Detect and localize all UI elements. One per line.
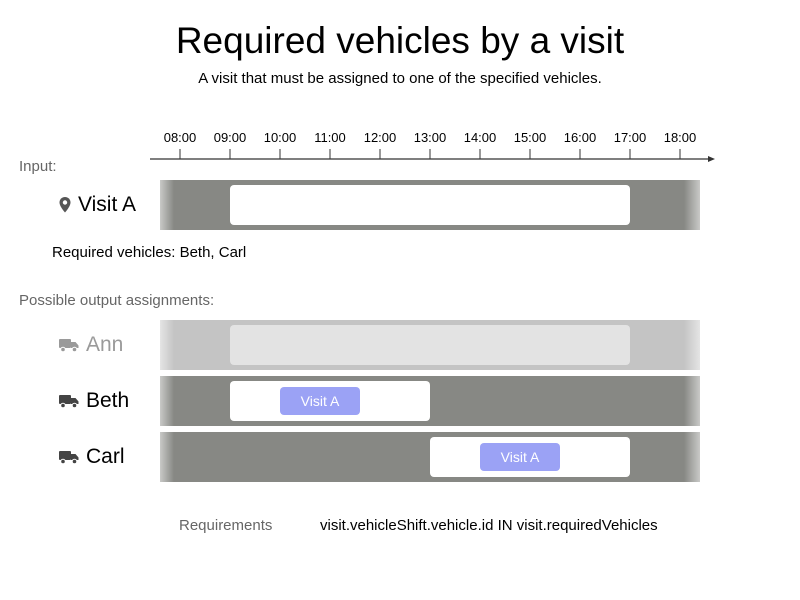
assigned-visit[interactable]: Visit A bbox=[280, 387, 360, 415]
vehicle-label-ann: Ann bbox=[58, 320, 123, 370]
tick-label: 14:00 bbox=[463, 130, 497, 145]
tick-label: 11:00 bbox=[314, 130, 346, 145]
timeline-axis bbox=[150, 149, 715, 162]
requirements-value: visit.vehicleShift.vehicle.id IN visit.r… bbox=[320, 517, 658, 534]
tick-label: 09:00 bbox=[213, 130, 247, 145]
truck-icon bbox=[59, 451, 79, 465]
vehicle-track-carl: Visit A bbox=[160, 432, 700, 482]
tick-label: 08:00 bbox=[163, 130, 197, 145]
map-pin-icon bbox=[59, 197, 71, 213]
vehicle-label-carl: Carl bbox=[58, 432, 125, 482]
truck-icon bbox=[59, 395, 79, 409]
visit-time-window bbox=[230, 185, 630, 225]
output-section-label: Possible output assignments: bbox=[19, 292, 215, 309]
assigned-visit[interactable]: Visit A bbox=[480, 443, 560, 471]
requirements-label: Requirements bbox=[179, 517, 273, 534]
tick-label: 13:00 bbox=[413, 130, 447, 145]
required-vehicles-text: Required vehicles: Beth, Carl bbox=[52, 244, 247, 261]
tick-label: 15:00 bbox=[513, 130, 547, 145]
input-visit-name: Visit A bbox=[78, 193, 136, 216]
vehicle-name: Beth bbox=[86, 389, 130, 412]
vehicle-name: Ann bbox=[86, 333, 124, 356]
tick-label: 12:00 bbox=[363, 130, 397, 145]
input-visit-track bbox=[160, 180, 700, 230]
tick-label: 18:00 bbox=[663, 130, 697, 145]
diagram-title: Required vehicles by a visit bbox=[175, 20, 625, 61]
input-section-label: Input: bbox=[19, 158, 57, 175]
tick-label: 17:00 bbox=[613, 130, 647, 145]
vehicle-name: Carl bbox=[86, 445, 125, 468]
vehicle-track-ann bbox=[160, 320, 700, 370]
vehicle-shift bbox=[230, 325, 630, 365]
vehicle-shift: Visit A bbox=[230, 381, 430, 421]
diagram-subtitle: A visit that must be assigned to one of … bbox=[198, 70, 602, 87]
tick-label: 10:00 bbox=[263, 130, 297, 145]
input-visit-label: Visit A bbox=[58, 180, 136, 230]
vehicle-label-beth: Beth bbox=[58, 376, 129, 426]
vehicle-shift: Visit A bbox=[430, 437, 630, 477]
tick-label: 16:00 bbox=[563, 130, 597, 145]
vehicle-track-beth: Visit A bbox=[160, 376, 700, 426]
truck-icon bbox=[59, 339, 79, 353]
